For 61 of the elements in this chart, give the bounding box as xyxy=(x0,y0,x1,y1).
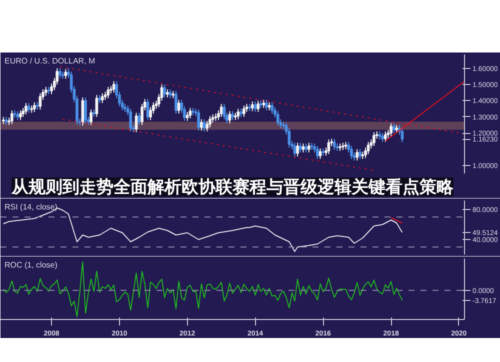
candlestick xyxy=(208,116,212,128)
candlestick xyxy=(276,110,280,126)
candlestick xyxy=(256,100,260,112)
candlestick xyxy=(24,102,28,115)
candlestick xyxy=(392,122,396,134)
candlestick xyxy=(254,100,257,112)
candlestick xyxy=(202,118,206,132)
candlestick xyxy=(327,139,330,155)
candlestick xyxy=(242,105,246,118)
candlestick xyxy=(90,109,92,126)
candlestick xyxy=(296,142,299,157)
candlestick xyxy=(264,99,268,111)
candlestick xyxy=(366,141,370,155)
candlestick xyxy=(358,148,362,160)
candlestick xyxy=(384,130,387,142)
candlestick xyxy=(250,100,254,112)
candlestick xyxy=(95,94,98,118)
candlestick xyxy=(27,102,30,114)
candlestick xyxy=(236,108,240,120)
candlestick xyxy=(140,103,144,126)
candlestick xyxy=(372,132,376,146)
candlestick xyxy=(298,142,302,153)
candlestick xyxy=(222,103,226,120)
candlestick xyxy=(307,142,310,153)
candlestick xyxy=(174,90,178,114)
chart-title: RSI (14, close) xyxy=(4,202,58,212)
candlestick xyxy=(293,142,296,157)
candlestick xyxy=(38,92,42,110)
candlestick xyxy=(84,96,87,124)
candlestick xyxy=(316,145,319,160)
candlestick xyxy=(138,112,141,126)
candlestick xyxy=(318,148,322,160)
candlestick xyxy=(58,68,62,78)
candlestick xyxy=(390,122,392,137)
candlestick xyxy=(163,84,166,98)
candlestick xyxy=(206,120,209,132)
candlestick xyxy=(200,118,203,132)
candlestick xyxy=(197,109,200,132)
candlestick xyxy=(188,107,192,119)
candlestick xyxy=(356,148,359,162)
candlestick xyxy=(106,86,110,99)
candlestick xyxy=(270,102,274,114)
candlestick xyxy=(350,145,353,160)
candlestick xyxy=(134,112,138,133)
candlestick xyxy=(129,108,132,132)
candlestick xyxy=(10,110,14,125)
candlestick xyxy=(100,92,104,104)
chart-title: EURO / U.S. DOLLAR, M xyxy=(4,56,96,66)
text: 从规则到走势全面解析欧协联赛程与晋级逻辑关键看点策略 xyxy=(10,178,454,196)
candlestick xyxy=(81,96,84,126)
candlestick xyxy=(332,138,336,151)
candlestick xyxy=(19,110,22,121)
candlestick xyxy=(177,99,180,114)
candlestick xyxy=(228,110,232,124)
line-series xyxy=(2,261,403,318)
candlestick xyxy=(149,106,152,121)
candlestick xyxy=(64,68,68,80)
candlestick xyxy=(112,80,116,94)
candlestick xyxy=(32,102,36,112)
candlestick xyxy=(220,103,223,118)
chart-title: ROC (1, close) xyxy=(4,260,58,270)
